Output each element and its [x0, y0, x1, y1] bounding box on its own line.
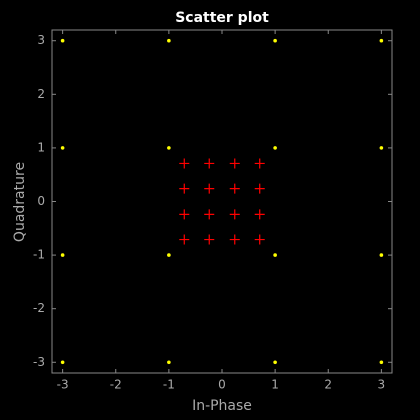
dot-marker [379, 360, 384, 365]
dot-marker [167, 38, 171, 43]
chart-title: Scatter plot [175, 10, 269, 26]
x-tick-label: 3 [378, 378, 386, 392]
dot-marker [167, 146, 171, 150]
plus-marker [254, 158, 265, 169]
plus-marker [179, 158, 190, 169]
plus-marker [254, 183, 265, 194]
plus-marker [229, 209, 240, 220]
dot-marker [273, 360, 277, 365]
dot-marker [273, 146, 277, 150]
x-tick-label: 0 [218, 378, 226, 392]
y-tick-label: 0 [37, 194, 45, 208]
plus-marker [229, 158, 240, 169]
plus-marker [179, 234, 190, 245]
plus-marker [204, 209, 215, 220]
plus-marker [204, 158, 215, 169]
plus-marker [254, 234, 265, 245]
y-tick-label: -1 [33, 248, 45, 262]
x-tick-label: -1 [163, 378, 175, 392]
y-tick-label: -3 [33, 355, 45, 369]
dot-marker [379, 146, 384, 150]
plus-marker [179, 209, 190, 220]
y-tick-label: 2 [37, 87, 45, 101]
dot-marker [379, 38, 384, 43]
dot-marker [273, 38, 277, 43]
plus-marker [204, 183, 215, 194]
dot-marker [60, 360, 65, 365]
x-tick-label: 1 [271, 378, 279, 392]
dot-marker [60, 38, 65, 43]
plus-marker [179, 183, 190, 194]
y-tick-label: 1 [37, 140, 45, 154]
dot-marker [379, 253, 384, 257]
dot-marker [60, 253, 65, 257]
x-tick-label: -3 [57, 378, 69, 392]
x-tick-label: -2 [110, 378, 122, 392]
plus-marker [229, 234, 240, 245]
x-tick-label: 2 [324, 378, 332, 392]
y-tick-label: -2 [33, 301, 45, 315]
dot-marker [60, 146, 65, 150]
y-axis-label: Quadrature [12, 162, 28, 242]
plus-marker [204, 234, 215, 245]
x-axis-label: In-Phase [192, 398, 252, 414]
plus-marker [229, 183, 240, 194]
y-tick-label: 3 [37, 33, 45, 47]
dot-marker [167, 253, 171, 257]
plus-marker [254, 209, 265, 220]
dot-marker [167, 360, 171, 365]
dot-marker [273, 253, 277, 257]
